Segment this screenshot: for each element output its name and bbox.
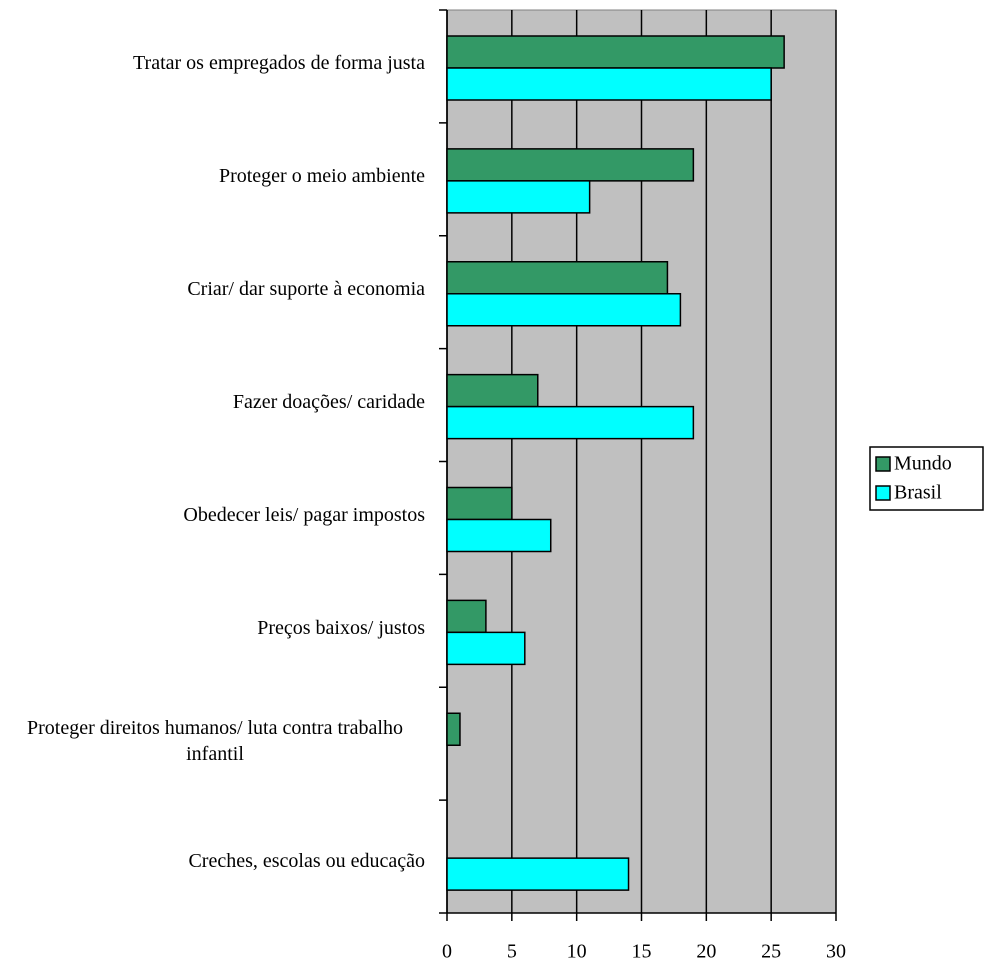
y-tick-label: Preços baixos/ justos — [0, 615, 425, 641]
category-text: Tratar os empregados de forma justa — [133, 52, 425, 75]
category-text: Proteger direitos humanos/ luta contra t… — [26, 716, 403, 765]
legend-label: Brasil — [894, 482, 942, 504]
category-text: Preços baixos/ justos — [257, 616, 425, 639]
bar — [446, 67, 772, 101]
bar — [446, 405, 695, 440]
bar — [446, 712, 461, 746]
y-tick-label: Tratar os empregados de forma justa — [0, 50, 425, 76]
legend-label: Mundo — [894, 453, 952, 475]
bar — [446, 599, 487, 634]
bar — [446, 35, 785, 69]
category-text: Criar/ dar suporte à economia — [187, 278, 425, 301]
y-tick-label: Creches, escolas ou educação — [0, 848, 425, 874]
y-tick-label: Criar/ dar suporte à economia — [0, 276, 425, 302]
bar — [446, 293, 682, 327]
y-tick-label: Proteger direitos humanos/ luta contra t… — [0, 715, 425, 767]
bar — [446, 486, 513, 521]
y-tick-label: Fazer doações/ caridade — [0, 389, 425, 415]
x-tick-label: 30 — [826, 941, 846, 963]
x-tick-label: 20 — [696, 941, 716, 963]
bar — [446, 631, 526, 666]
category-text: Proteger o meio ambiente — [218, 165, 425, 188]
category-text: Creches, escolas ou educação — [188, 849, 425, 872]
category-text: Fazer doações/ caridade — [232, 391, 425, 414]
legend-swatch — [875, 456, 891, 472]
bar — [446, 857, 630, 891]
bar — [446, 261, 669, 295]
legend-swatch — [875, 485, 891, 501]
x-tick-label: 25 — [761, 941, 781, 963]
category-text: Obedecer leis/ pagar impostos — [183, 503, 425, 526]
x-tick-label: 10 — [567, 941, 587, 963]
y-tick-label: Proteger o meio ambiente — [0, 163, 425, 189]
bar — [446, 518, 552, 553]
x-tick-label: 15 — [632, 941, 652, 963]
bar — [446, 148, 695, 182]
bar — [446, 373, 539, 408]
y-tick-label: Obedecer leis/ pagar impostos — [0, 502, 425, 528]
x-tick-label: 5 — [507, 941, 517, 963]
x-tick-label: 0 — [442, 941, 452, 963]
bar — [446, 180, 591, 214]
